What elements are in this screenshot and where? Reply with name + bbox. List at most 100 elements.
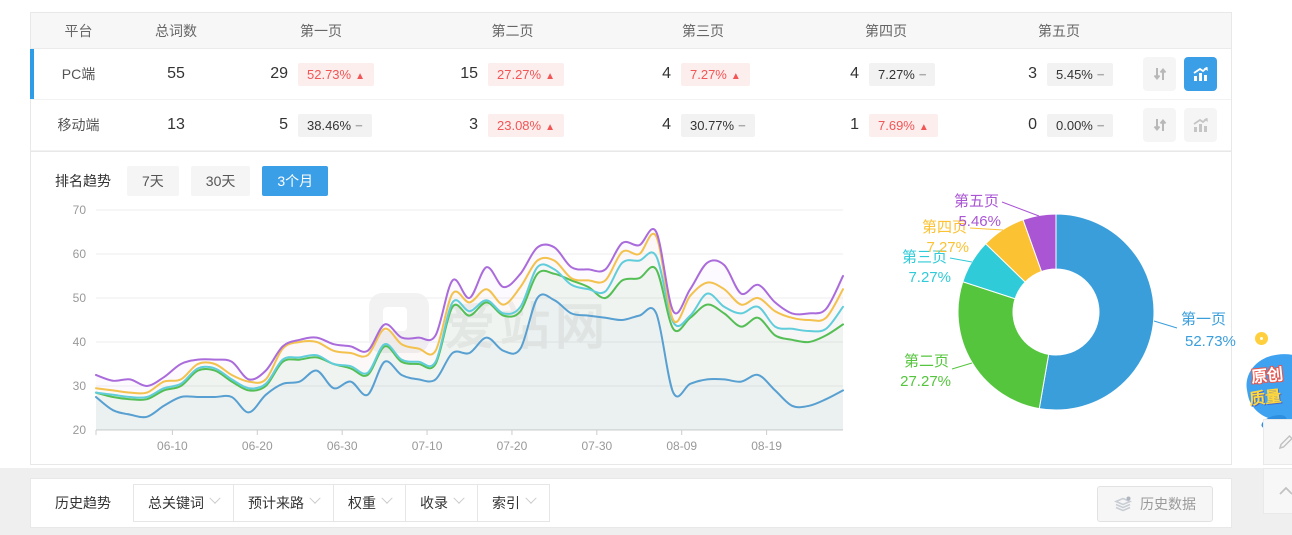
sort-icon xyxy=(1153,118,1166,132)
active-row-accent xyxy=(30,49,34,99)
table-row[interactable]: PC端 55 29 52.73% ▲ 15 27.27% ▲ 4 7.27% ▲ 4 7.27… xyxy=(30,49,1233,100)
page-stat-cell: 5 38.46% − xyxy=(226,113,416,137)
svg-text:07-30: 07-30 xyxy=(581,439,612,453)
svg-text:70: 70 xyxy=(73,203,87,217)
donut-percent: 27.27% xyxy=(900,373,951,390)
sort-icon xyxy=(1153,67,1166,81)
percent-badge: 38.46% − xyxy=(298,113,372,137)
feedback-button[interactable] xyxy=(1263,419,1292,465)
tab-3months[interactable]: 3个月 xyxy=(262,166,329,196)
history-filter-group: 总关键词 预计来路 权重 收录 索引 xyxy=(133,484,550,522)
donut-label: 第三页 xyxy=(902,248,947,266)
svg-text:06-30: 06-30 xyxy=(327,439,358,453)
rank-trend-line-chart[interactable]: 20 30 40 50 60 70 06-10 06-20 06-30 07-10 07-20 07-… xyxy=(51,200,863,467)
page-stat-cell: 1 7.69% ▲ xyxy=(797,113,975,137)
tab-30days[interactable]: 30天 xyxy=(190,166,251,196)
page-count: 4 xyxy=(662,65,671,82)
row-actions xyxy=(1143,57,1233,91)
show-trend-button[interactable] xyxy=(1184,57,1217,91)
col-page4: 第四页 xyxy=(865,22,907,39)
percent-badge: 7.27% − xyxy=(869,62,936,86)
page-stat-cell: 3 5.45% − xyxy=(975,62,1143,86)
svg-text:40: 40 xyxy=(73,335,87,349)
up-triangle-icon: ▲ xyxy=(918,121,929,133)
page-stat-cell: 29 52.73% ▲ xyxy=(226,62,416,86)
page-stat-cell: 3 23.08% ▲ xyxy=(416,113,609,137)
flat-dash-icon: − xyxy=(355,117,363,133)
svg-text:07-20: 07-20 xyxy=(497,439,528,453)
promo-ring-icon xyxy=(1255,332,1268,345)
up-triangle-icon: ▲ xyxy=(545,121,555,133)
percent-badge: 27.27% ▲ xyxy=(488,62,564,86)
page-stat-cell: 4 30.77% − xyxy=(609,113,797,137)
up-triangle-icon: ▲ xyxy=(545,70,555,82)
donut-percent: 7.27% xyxy=(926,239,969,256)
table-row[interactable]: 移动端 13 5 38.46% − 3 23.08% ▲ 4 30.77% − 1 7.69%… xyxy=(31,100,1231,151)
dropdown-weight[interactable]: 权重 xyxy=(334,485,406,521)
page-count: 4 xyxy=(850,65,859,82)
svg-text:08-19: 08-19 xyxy=(751,439,782,453)
dropdown-index[interactable]: 索引 xyxy=(478,485,549,521)
dropdown-total-keywords[interactable]: 总关键词 xyxy=(134,485,234,521)
trend-section: 排名趋势 7天 30天 3个月 爱站网 20 30 40 50 60 70 06-10 06-… xyxy=(31,151,1236,467)
trend-title: 排名趋势 xyxy=(55,173,111,189)
rank-panel: 平台 总词数 第一页 第二页 第三页 第四页 第五页 PC端 55 29 52.7… xyxy=(30,12,1236,467)
col-platform: 平台 xyxy=(64,22,93,39)
percent-badge: 52.73% ▲ xyxy=(298,62,374,86)
flat-dash-icon: − xyxy=(918,66,927,82)
sort-button[interactable] xyxy=(1143,108,1176,142)
percent-badge: 7.27% ▲ xyxy=(681,62,750,86)
page-stat-cell: 4 7.27% − xyxy=(797,62,975,86)
chevron-up-icon xyxy=(1279,486,1292,495)
svg-text:20: 20 xyxy=(73,423,87,437)
donut-percent: 7.27% xyxy=(908,269,951,286)
total-words: 13 xyxy=(167,116,185,133)
donut-percent: 5.46% xyxy=(958,213,1001,230)
page-count: 3 xyxy=(469,116,478,133)
page-count: 0 xyxy=(1028,116,1037,133)
trend-chart-icon xyxy=(1193,66,1208,81)
promo-badge[interactable]: 原创 质量 xyxy=(1241,332,1292,432)
up-triangle-icon: ▲ xyxy=(355,70,365,82)
donut-slice[interactable] xyxy=(1022,213,1057,273)
trend-chart-icon xyxy=(1193,117,1208,132)
percent-badge: 0.00% − xyxy=(1047,113,1114,137)
col-page1: 第一页 xyxy=(300,22,342,39)
show-trend-button[interactable] xyxy=(1184,108,1217,142)
total-words: 55 xyxy=(167,65,185,82)
dropdown-estimated-traffic[interactable]: 预计来路 xyxy=(234,485,334,521)
sort-button[interactable] xyxy=(1143,57,1176,91)
donut-percent: 52.73% xyxy=(1185,333,1236,350)
percent-badge: 23.08% ▲ xyxy=(488,113,564,137)
page-count: 4 xyxy=(662,116,671,133)
layers-icon xyxy=(1114,496,1132,512)
chevron-down-icon xyxy=(381,492,393,504)
percent-badge: 5.45% − xyxy=(1047,62,1114,86)
tab-7days[interactable]: 7天 xyxy=(127,166,179,196)
page-share-donut-chart[interactable]: 第一页 52.73% 第二页 27.27% 第三页 7.27% 第四页 7.27% 第五页 5.4… xyxy=(881,188,1243,463)
page-stat-cell: 4 7.27% ▲ xyxy=(609,62,797,86)
back-to-top-button[interactable] xyxy=(1263,468,1292,514)
flat-dash-icon: − xyxy=(1096,66,1105,82)
dropdown-indexed[interactable]: 收录 xyxy=(406,485,478,521)
col-page2: 第二页 xyxy=(491,22,534,39)
flat-dash-icon: − xyxy=(738,117,746,133)
platform-name: 移动端 xyxy=(57,117,100,133)
up-triangle-icon: ▲ xyxy=(730,70,741,82)
svg-text:08-09: 08-09 xyxy=(666,439,697,453)
page-stat-cell: 0 0.00% − xyxy=(975,113,1143,137)
donut-slice[interactable] xyxy=(1038,213,1155,411)
chevron-down-icon xyxy=(453,492,465,504)
svg-text:60: 60 xyxy=(73,247,87,261)
donut-slice[interactable] xyxy=(957,281,1050,410)
row-actions xyxy=(1143,108,1233,142)
col-total-words: 总词数 xyxy=(155,22,197,39)
page-count: 15 xyxy=(460,65,478,82)
flat-dash-icon: − xyxy=(1096,117,1105,133)
svg-text:50: 50 xyxy=(73,291,87,305)
svg-text:07-10: 07-10 xyxy=(412,439,443,453)
history-data-button[interactable]: 历史数据 xyxy=(1097,486,1213,522)
donut-label: 第二页 xyxy=(904,352,949,370)
history-title: 历史趋势 xyxy=(55,495,111,511)
trend-toolbar: 排名趋势 7天 30天 3个月 xyxy=(31,152,1231,196)
